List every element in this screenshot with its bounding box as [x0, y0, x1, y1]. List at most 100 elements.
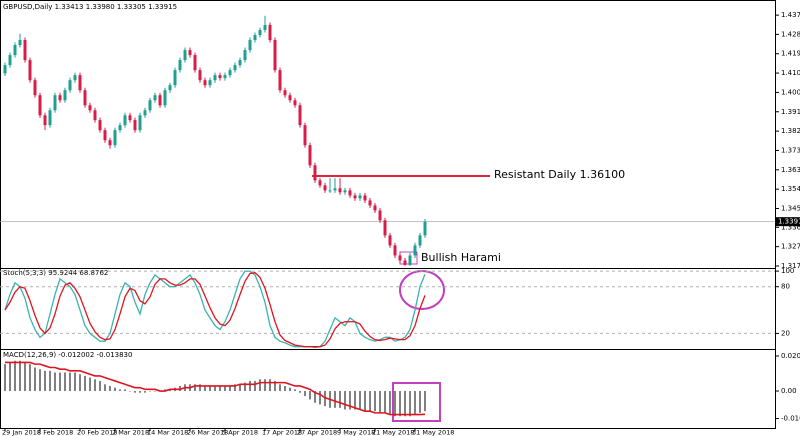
histogram-bar [149, 391, 151, 392]
histogram-bar [79, 374, 81, 392]
candle-body [358, 195, 362, 199]
candle-body [403, 260, 407, 265]
candle-body [208, 80, 212, 86]
x-tick-label: 27 Apr 2018 [297, 429, 337, 436]
candle-body [23, 40, 27, 61]
candle-body [133, 120, 137, 131]
candle-body [168, 85, 172, 91]
histogram-bar [284, 385, 286, 392]
candle-body [58, 95, 62, 101]
y-tick-label: 1.36395 [781, 166, 800, 174]
candle-body [278, 70, 282, 91]
histogram-bar [379, 391, 381, 413]
price-pane-title: GBPUSD,Daily 1.33413 1.33980 1.33305 1.3… [3, 3, 177, 11]
candle-body [158, 95, 162, 106]
histogram-bar [229, 385, 231, 392]
histogram-bar [89, 377, 91, 392]
histogram-bar [419, 391, 421, 413]
histogram-bar [9, 362, 11, 392]
candle-body [78, 75, 82, 91]
histogram-bar [339, 391, 341, 408]
histogram-bar [349, 391, 351, 410]
histogram-bar [344, 391, 346, 410]
macd-pane-title: MACD(12,26,9) -0.012002 -0.013830 [3, 351, 132, 359]
candle-body [328, 190, 332, 192]
histogram-bar [54, 372, 56, 392]
histogram-bar [264, 379, 266, 392]
candle-body [418, 235, 422, 246]
candle-body [253, 35, 257, 41]
histogram-bar [204, 385, 206, 392]
histogram-bar [374, 391, 376, 412]
x-tick-label: 21 May 2018 [372, 429, 414, 436]
candle-body [88, 105, 92, 111]
candle-body [233, 65, 237, 71]
histogram-bar [119, 389, 121, 392]
histogram-bar [389, 391, 391, 415]
y-tick-label: 80 [781, 283, 790, 291]
candle-body [303, 125, 307, 146]
candle-body [333, 188, 337, 191]
histogram-bar [274, 380, 276, 392]
y-tick-label: 1.41020 [781, 69, 800, 77]
x-tick-label: 26 Mar 2018 [187, 429, 228, 436]
histogram-bar [234, 384, 236, 392]
candle-body [63, 90, 67, 101]
y-tick-label: 1.42870 [781, 30, 800, 38]
last-price-label: 1.33915 [778, 218, 800, 226]
histogram-bar [279, 384, 281, 392]
y-tick-label: 1.40095 [781, 88, 800, 96]
candle-body [398, 255, 402, 261]
candle-body [53, 95, 57, 111]
candle-body [8, 55, 12, 66]
macd-highlight [392, 382, 441, 422]
histogram-bar [64, 372, 66, 392]
histogram-bar [314, 391, 316, 403]
histogram-bar [29, 364, 31, 392]
y-tick-label: 1.34545 [781, 204, 800, 212]
candle-body [293, 100, 297, 106]
candle-body [178, 60, 182, 71]
candle-body [153, 95, 157, 101]
candle-body [83, 90, 87, 106]
candle-body [413, 245, 417, 256]
histogram-bar [259, 379, 261, 392]
y-tick-label: 1.32720 [781, 243, 800, 251]
histogram-bar [384, 391, 386, 413]
candle-body [343, 190, 347, 193]
candle-body [368, 200, 372, 206]
candle-body [118, 125, 122, 131]
histogram-bar [84, 375, 86, 392]
candle-body [228, 70, 232, 76]
candle-body [218, 75, 222, 79]
candle-body [18, 40, 22, 46]
candle-body [393, 245, 397, 256]
candle-body [238, 60, 242, 66]
y-tick-label: 1.31795 [781, 262, 800, 270]
candle-body [148, 100, 152, 111]
histogram-bar [19, 360, 21, 392]
indicator-line [4, 271, 426, 348]
candle-body [408, 255, 412, 265]
histogram-bar [239, 384, 241, 392]
candle-body [273, 40, 277, 71]
y-tick-label: 1.41945 [781, 50, 800, 58]
y-tick-label: -0.016385 [781, 415, 800, 423]
plot-frame [0, 0, 776, 429]
candle-body [243, 50, 247, 61]
candle-body [268, 24, 272, 41]
x-tick-label: 14 Mar 2018 [147, 429, 188, 436]
candle-body [318, 180, 322, 186]
candle-body [383, 220, 387, 236]
x-tick-label: 31 May 2018 [412, 429, 454, 436]
histogram-bar [129, 391, 131, 392]
candle-body [263, 24, 267, 30]
candle-body [223, 75, 227, 79]
candle-body [33, 80, 37, 96]
histogram-bar [144, 391, 146, 393]
histogram-bar [334, 391, 336, 408]
x-tick-label: 29 Jan 2018 [2, 429, 41, 436]
candle-body [198, 70, 202, 81]
histogram-bar [269, 379, 271, 392]
